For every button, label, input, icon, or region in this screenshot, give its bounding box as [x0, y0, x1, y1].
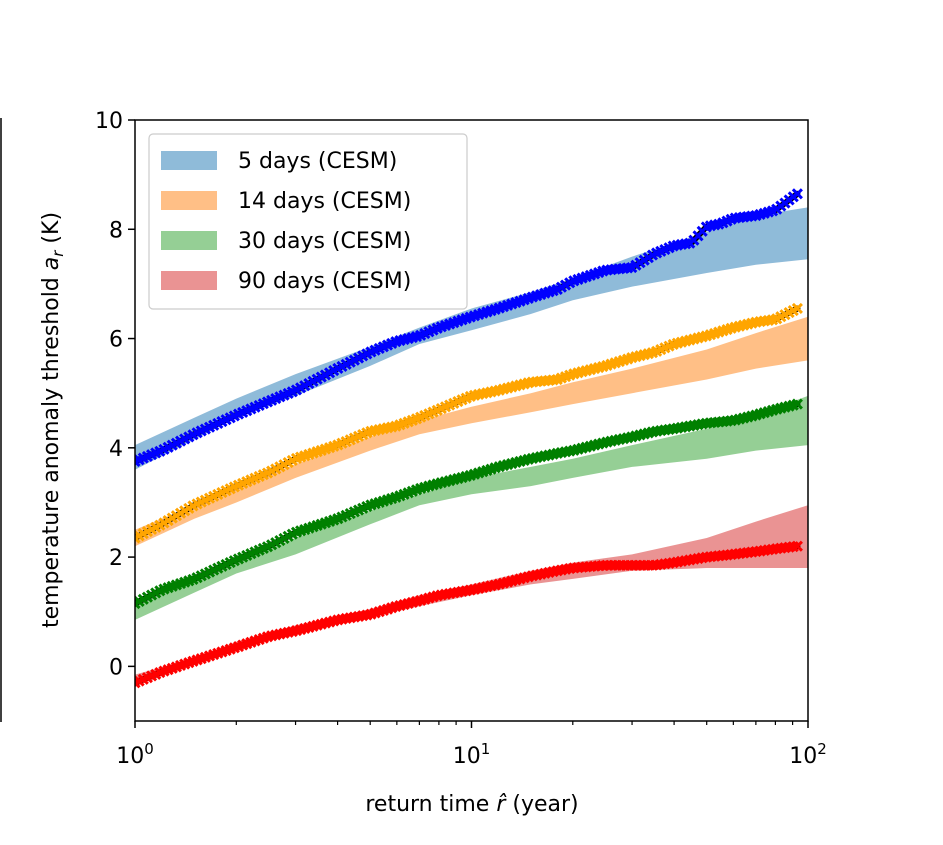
marker-series-4	[135, 540, 803, 689]
y-tick-label: 4	[109, 437, 123, 462]
data-markers	[135, 188, 803, 689]
x-tick-label: 100	[116, 740, 154, 769]
y-axis: 0 2 4 6 8 10	[95, 109, 135, 680]
x-axis: 100 101 102	[116, 721, 827, 769]
y-axis-label: temperature anomaly threshold ar (K)	[39, 212, 67, 628]
marker-point	[791, 302, 803, 315]
y-tick-label: 2	[109, 546, 123, 571]
band-4	[135, 505, 808, 686]
y-tick-label: 6	[109, 328, 123, 353]
legend-label: 30 days (CESM)	[238, 229, 411, 254]
marker-point	[791, 398, 803, 410]
marker-point	[791, 188, 803, 200]
legend-label: 14 days (CESM)	[238, 189, 411, 214]
marker-series-2	[135, 302, 803, 544]
legend-swatch	[161, 191, 217, 210]
legend-frame	[148, 133, 468, 310]
legend-label: 90 days (CESM)	[238, 269, 411, 294]
legend-swatch	[161, 271, 217, 290]
legend: 5 days (CESM) 14 days (CESM) 30 days (CESM…	[148, 133, 468, 310]
marker-series-3	[135, 398, 803, 610]
confidence-bands	[135, 207, 808, 686]
y-tick-label: 8	[109, 218, 123, 243]
x-axis-label: return time r̂ (year)	[365, 792, 578, 817]
legend-swatch	[161, 231, 217, 250]
x-tick-label: 102	[789, 740, 827, 769]
legend-label: 5 days (CESM)	[238, 149, 397, 174]
band-3	[135, 395, 808, 620]
x-tick-label: 101	[453, 740, 491, 769]
band-1	[135, 207, 808, 470]
y-tick-label: 0	[109, 655, 123, 680]
marker-series-1	[135, 188, 803, 468]
marker-point	[791, 540, 803, 552]
band-2	[135, 316, 808, 547]
legend-swatch	[161, 151, 217, 170]
y-tick-label: 10	[95, 109, 123, 134]
